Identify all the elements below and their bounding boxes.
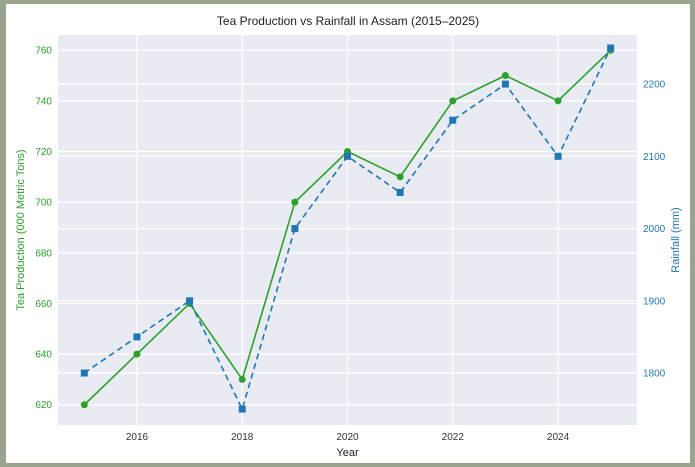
right-tick-label: 2200 (643, 80, 666, 91)
left-tick-label: 680 (35, 248, 52, 259)
chart: Tea Production vs Rainfall in Assam (201… (15, 14, 682, 459)
series-1-point (291, 198, 299, 206)
series-2-point (396, 188, 404, 196)
right-tick-label: 1900 (643, 296, 666, 307)
x-tick-label: 2020 (336, 432, 359, 443)
series-2-point (291, 225, 299, 233)
right-axis-label: Rainfall (mm) (670, 207, 682, 272)
right-tick-label: 2000 (643, 224, 666, 235)
left-tick-label: 720 (35, 147, 52, 158)
x-axis-ticks: 2016 2018 2020 2022 2024 (126, 432, 570, 443)
left-tick-label: 760 (35, 46, 52, 57)
x-tick-label: 2018 (231, 432, 254, 443)
series-1-point (554, 97, 562, 105)
series-2-point (238, 405, 246, 413)
left-axis-ticks: 620 640 660 680 700 720 740 760 (35, 46, 52, 412)
series-2 (80, 44, 615, 413)
series-2-point (607, 44, 615, 52)
left-tick-label: 700 (35, 198, 52, 209)
x-axis-label: Year (336, 447, 359, 459)
right-axis-ticks: 1800 1900 2000 2100 2200 (643, 80, 666, 380)
series-1-point (501, 72, 509, 80)
series-1-point (238, 375, 246, 383)
x-tick-label: 2024 (547, 432, 570, 443)
series-2-point (554, 152, 562, 160)
left-tick-label: 620 (35, 400, 52, 411)
left-tick-label: 740 (35, 96, 52, 107)
series-1-point (80, 401, 88, 409)
right-tick-label: 2100 (643, 152, 666, 163)
series-2-point (501, 80, 509, 88)
series-2-point (344, 152, 351, 160)
series-2-point (133, 333, 141, 341)
left-tick-label: 660 (35, 299, 52, 310)
series-2-point (449, 116, 457, 124)
series-1-point (133, 350, 141, 358)
series-1-point (396, 173, 404, 181)
series-2-point (186, 297, 194, 305)
left-axis-label: Tea Production (000 Metric Tons) (15, 149, 27, 310)
left-tick-label: 640 (35, 350, 52, 361)
right-tick-label: 1800 (643, 369, 666, 380)
x-tick-label: 2022 (442, 432, 465, 443)
chart-frame: Tea Production vs Rainfall in Assam (201… (6, 4, 690, 463)
series-1-point (449, 97, 457, 105)
chart-title: Tea Production vs Rainfall in Assam (201… (217, 14, 479, 28)
series-2-point (80, 369, 88, 377)
x-tick-label: 2016 (126, 432, 149, 443)
series-layer (80, 44, 615, 413)
